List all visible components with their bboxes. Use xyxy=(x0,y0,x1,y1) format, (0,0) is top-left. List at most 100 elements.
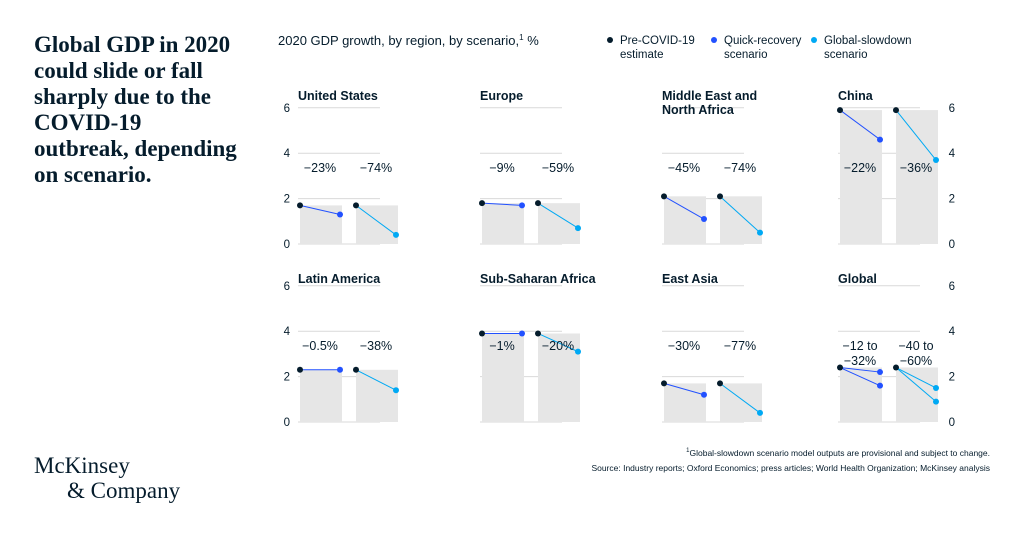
bar-quick-united-states xyxy=(300,205,342,244)
y-tick-label: 2 xyxy=(949,372,955,384)
change-label-quick: −30% xyxy=(668,339,700,353)
region-name: Sub-Saharan Africa xyxy=(480,272,597,286)
footnote: 1Global-slowdown scenario model outputs … xyxy=(686,448,990,458)
change-label-slow: −74% xyxy=(724,161,756,175)
y-tick-label: 0 xyxy=(284,417,290,429)
region-name: United States xyxy=(298,89,378,103)
legend-dot-quick xyxy=(711,37,717,43)
line-quick-china xyxy=(839,109,881,140)
bar-slow-global xyxy=(896,367,938,422)
point-pre-china xyxy=(837,107,843,114)
legend-label-slow: scenario xyxy=(824,49,867,61)
point-quick-united-states xyxy=(337,211,343,218)
change-label-quick: −32% xyxy=(844,354,876,368)
y-tick-label: 2 xyxy=(284,372,290,384)
region-name: Europe xyxy=(480,89,523,103)
bar-quick-global xyxy=(840,367,882,422)
change-label-quick: −22% xyxy=(844,161,876,175)
change-label-quick: −23% xyxy=(304,161,336,175)
legend-label-quick: Quick-recovery xyxy=(724,35,802,47)
line-slow-global xyxy=(895,367,937,402)
logo-line-2: & Company xyxy=(67,478,181,503)
point-slow-china xyxy=(933,157,939,164)
line-slow-global xyxy=(895,367,937,389)
line-quick-europe xyxy=(481,202,523,206)
point-pre-east-asia xyxy=(661,380,667,387)
y-tick-label: 6 xyxy=(949,103,955,115)
point-pre-sub-saharan-africa xyxy=(535,330,541,337)
bar-quick-middle-east-and-north-africa xyxy=(664,196,706,244)
y-tick-label: 6 xyxy=(284,281,290,293)
y-tick-label: 0 xyxy=(949,239,955,251)
footnote-text: Global-slowdown scenario model outputs a… xyxy=(689,448,990,458)
change-label-slow: −59% xyxy=(542,161,574,175)
region-name: North Africa xyxy=(662,103,735,117)
headline: Global GDP in 2020 could slide or fall s… xyxy=(34,32,237,187)
bar-slow-europe xyxy=(538,203,580,244)
bar-quick-latin-america xyxy=(300,369,342,422)
point-slow-middle-east-and-north-africa xyxy=(757,229,763,236)
y-tick-label: 4 xyxy=(284,148,291,160)
point-pre-latin-america xyxy=(297,366,303,373)
legend-label-quick: scenario xyxy=(724,49,767,61)
line-quick-united-states xyxy=(299,204,341,215)
bar-quick-china xyxy=(840,110,882,244)
mckinsey-logo: McKinsey & Company xyxy=(34,453,180,503)
bar-slow-east-asia xyxy=(720,383,762,422)
line-slow-east-asia xyxy=(719,383,761,414)
line-quick-global xyxy=(839,367,881,387)
region-name: East Asia xyxy=(662,272,719,286)
point-pre-europe xyxy=(479,200,485,207)
point-pre-east-asia xyxy=(717,380,723,387)
point-pre-middle-east-and-north-africa xyxy=(661,193,667,200)
change-label-slow: −60% xyxy=(900,354,932,368)
chart-title: 2020 GDP growth, by region, by scenario,… xyxy=(278,33,539,48)
change-label-quick: −9% xyxy=(489,161,514,175)
change-label-slow: −74% xyxy=(360,161,392,175)
change-label-quick: −0.5% xyxy=(302,339,338,353)
change-label-slow: −40 to xyxy=(898,339,933,353)
line-slow-china xyxy=(895,109,937,161)
line-slow-united-states xyxy=(355,205,397,236)
point-quick-east-asia xyxy=(701,391,707,398)
point-pre-global xyxy=(893,364,899,371)
y-tick-label: 4 xyxy=(284,326,291,338)
y-tick-label: 2 xyxy=(284,194,290,206)
point-quick-global xyxy=(877,382,883,389)
point-pre-united-states xyxy=(353,202,359,209)
point-pre-europe xyxy=(535,200,541,207)
point-quick-china xyxy=(877,136,883,143)
bar-slow-latin-america xyxy=(356,369,398,422)
point-quick-sub-saharan-africa xyxy=(519,330,525,337)
bar-slow-china xyxy=(896,110,938,244)
bar-slow-sub-saharan-africa xyxy=(538,333,580,422)
legend-dot-pre xyxy=(607,37,613,43)
bar-quick-sub-saharan-africa xyxy=(482,333,524,422)
legend-label-pre: Pre-COVID-19 xyxy=(620,35,695,47)
logo-line-1: McKinsey xyxy=(34,453,130,478)
bar-quick-europe xyxy=(482,203,524,244)
point-pre-middle-east-and-north-africa xyxy=(717,193,723,200)
source-note: Source: Industry reports; Oxford Economi… xyxy=(591,463,990,473)
point-pre-global xyxy=(837,364,843,371)
y-tick-label: 4 xyxy=(949,148,956,160)
change-label-slow: −36% xyxy=(900,161,932,175)
change-label-quick: −45% xyxy=(668,161,700,175)
change-label-slow: −38% xyxy=(360,339,392,353)
line-slow-europe xyxy=(537,202,579,229)
region-name: Middle East and xyxy=(662,89,757,103)
point-slow-united-states xyxy=(393,231,399,238)
point-slow-latin-america xyxy=(393,387,399,394)
point-slow-global xyxy=(933,398,939,405)
legend-dot-slow xyxy=(811,37,817,43)
point-slow-europe xyxy=(575,225,581,232)
y-tick-label: 0 xyxy=(949,417,955,429)
point-slow-sub-saharan-africa xyxy=(575,348,581,355)
footnote-mark: 1 xyxy=(686,448,690,455)
bar-slow-united-states xyxy=(356,205,398,244)
point-quick-europe xyxy=(519,202,525,209)
line-quick-east-asia xyxy=(663,382,705,396)
point-quick-middle-east-and-north-africa xyxy=(701,216,707,223)
line-quick-global xyxy=(839,367,881,373)
